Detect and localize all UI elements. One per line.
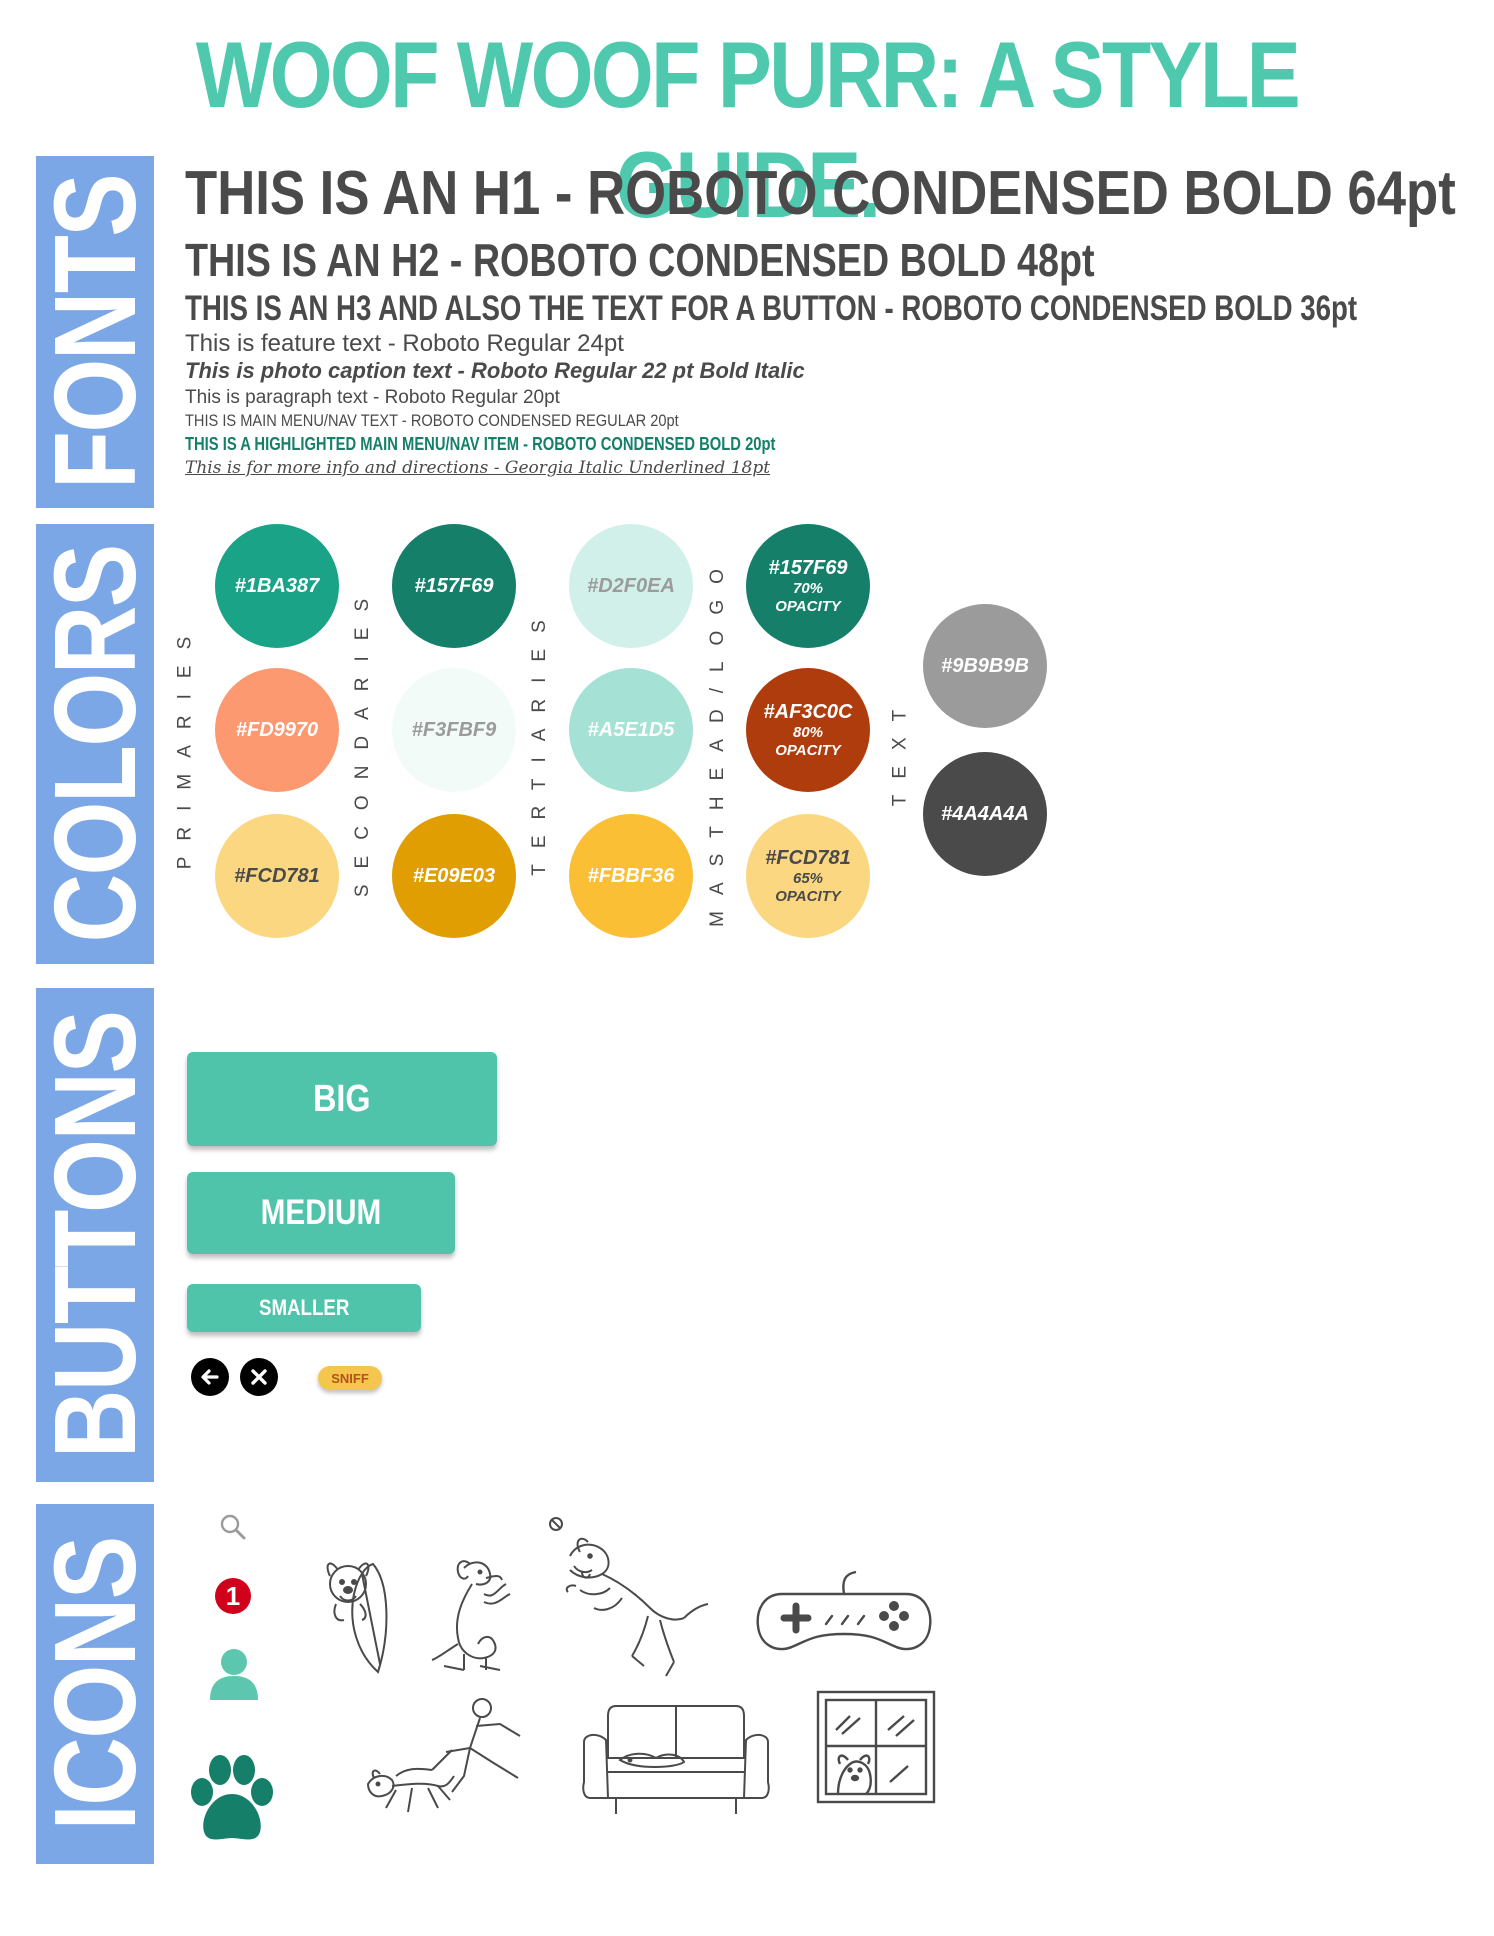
notification-count: 1 (225, 1580, 241, 1611)
swatch-primary-2: #FD9970 (215, 668, 339, 792)
user-icon[interactable] (206, 1646, 262, 1700)
swatch-opacity: 65% (792, 870, 824, 887)
smaller-button[interactable]: SMALLER (187, 1284, 421, 1332)
sniff-button-label: SNIFF (331, 1370, 369, 1386)
nav-text-sample: THIS IS MAIN MENU/NAV TEXT - ROBOTO COND… (185, 411, 679, 430)
nav-highlight-sample[interactable]: THIS IS A HIGHLIGHTED MAIN MENU/NAV ITEM… (185, 434, 776, 454)
swatch-opacity-label: OPACITY (775, 888, 841, 905)
swatch-opacity-label: OPACITY (775, 598, 841, 615)
big-button-label: BIG (313, 1077, 371, 1120)
swatch-hex: #1BA387 (234, 575, 320, 597)
section-label-fonts-text: FONTS (36, 174, 154, 490)
label-masthead-text: MASTHEAD/LOGO (707, 553, 728, 927)
sniff-button[interactable]: SNIFF (318, 1366, 382, 1390)
feature-text-sample: This is feature text - Roboto Regular 24… (185, 330, 624, 357)
swatch-hex: #F3FBF9 (411, 719, 497, 741)
paw-icon[interactable] (182, 1752, 282, 1852)
swatch-primary-1: #1BA387 (215, 524, 339, 648)
big-button[interactable]: BIG (187, 1052, 497, 1146)
info-link-sample[interactable]: This is for more info and directions - G… (185, 458, 771, 478)
h1-sample: THIS IS AN H1 - ROBOTO CONDENSED BOLD 64… (185, 159, 1456, 228)
label-secondaries: SECONDARIES (348, 560, 378, 920)
dog-sitting-icon (431, 1560, 511, 1671)
swatch-hex: #FCD781 (234, 865, 320, 887)
smaller-button-label: SMALLER (258, 1295, 350, 1320)
dog-walking-icon (366, 1698, 521, 1813)
search-icon[interactable] (218, 1512, 248, 1542)
section-label-icons: ICONS (36, 1504, 154, 1864)
swatch-hex: #A5E1D5 (587, 719, 675, 741)
close-icon[interactable] (240, 1358, 278, 1396)
swatch-text-1: #9B9B9B (923, 604, 1047, 728)
section-label-fonts: FONTS (36, 156, 154, 508)
paragraph-text-sample: This is paragraph text - Roboto Regular … (185, 387, 560, 408)
section-label-colors: COLORS (36, 524, 154, 964)
swatch-tertiary-2: #A5E1D5 (569, 668, 693, 792)
swatch-masthead-1: #157F69 70% OPACITY (746, 524, 870, 648)
swatch-hex: #AF3C0C (763, 701, 853, 723)
game-controller-icon (756, 1570, 932, 1651)
caption-text-sample: This is photo caption text - Roboto Regu… (185, 358, 805, 383)
dog-in-window-icon (816, 1690, 936, 1804)
label-text-colors-text: TEXT (889, 693, 910, 807)
swatch-hex: #FBBF36 (587, 865, 675, 887)
swatch-opacity-label: OPACITY (775, 742, 841, 759)
swatch-tertiary-3: #FBBF36 (569, 814, 693, 938)
swatch-secondary-2: #F3FBF9 (392, 668, 516, 792)
label-primaries-text: PRIMARIES (174, 620, 195, 870)
swatch-hex: #FD9970 (235, 719, 319, 741)
h2-sample: THIS IS AN H2 - ROBOTO CONDENSED BOLD 48… (185, 234, 1095, 286)
section-label-buttons: BUTTONS (36, 988, 154, 1482)
section-label-icons-text: ICONS (36, 1537, 154, 1831)
back-arrow-icon[interactable] (191, 1358, 229, 1396)
medium-button-label: MEDIUM (260, 1193, 382, 1232)
label-tertiaries-text: TERTIARIES (529, 604, 550, 876)
swatch-hex: #D2F0EA (587, 575, 675, 597)
section-label-colors-text: COLORS (36, 545, 154, 943)
notification-badge-icon[interactable]: 1 (215, 1578, 251, 1614)
swatch-hex: #4A4A4A (941, 803, 1029, 825)
page-title: WOOF WOOF PURR: A STYLE GUIDE. (195, 22, 1301, 237)
dog-surfing-icon (326, 1562, 388, 1674)
swatch-opacity: 70% (792, 580, 824, 597)
swatch-primary-3: #FCD781 (215, 814, 339, 938)
label-tertiaries: TERTIARIES (525, 580, 555, 900)
label-masthead: MASTHEAD/LOGO (703, 540, 733, 940)
dog-on-couch-icon (582, 1705, 770, 1814)
swatch-hex: #FCD781 (765, 847, 851, 869)
swatch-hex: #157F69 (414, 575, 494, 597)
label-text-colors: TEXT (885, 690, 915, 810)
swatch-text-2: #4A4A4A (923, 752, 1047, 876)
swatch-hex: #9B9B9B (941, 655, 1029, 677)
section-label-buttons-text: BUTTONS (36, 1011, 154, 1459)
swatch-hex: #E09E03 (412, 865, 496, 887)
swatch-tertiary-1: #D2F0EA (569, 524, 693, 648)
medium-button[interactable]: MEDIUM (187, 1172, 455, 1254)
swatch-opacity: 80% (792, 724, 824, 741)
swatch-secondary-1: #157F69 (392, 524, 516, 648)
swatch-masthead-3: #FCD781 65% OPACITY (746, 814, 870, 938)
swatch-hex: #157F69 (768, 557, 848, 579)
dog-jumping-icon (549, 1517, 709, 1677)
swatch-masthead-2: #AF3C0C 80% OPACITY (746, 668, 870, 792)
h3-sample: THIS IS AN H3 AND ALSO THE TEXT FOR A BU… (185, 289, 1358, 328)
swatch-secondary-3: #E09E03 (392, 814, 516, 938)
label-secondaries-text: SECONDARIES (352, 582, 373, 898)
label-primaries: PRIMARIES (170, 540, 200, 950)
